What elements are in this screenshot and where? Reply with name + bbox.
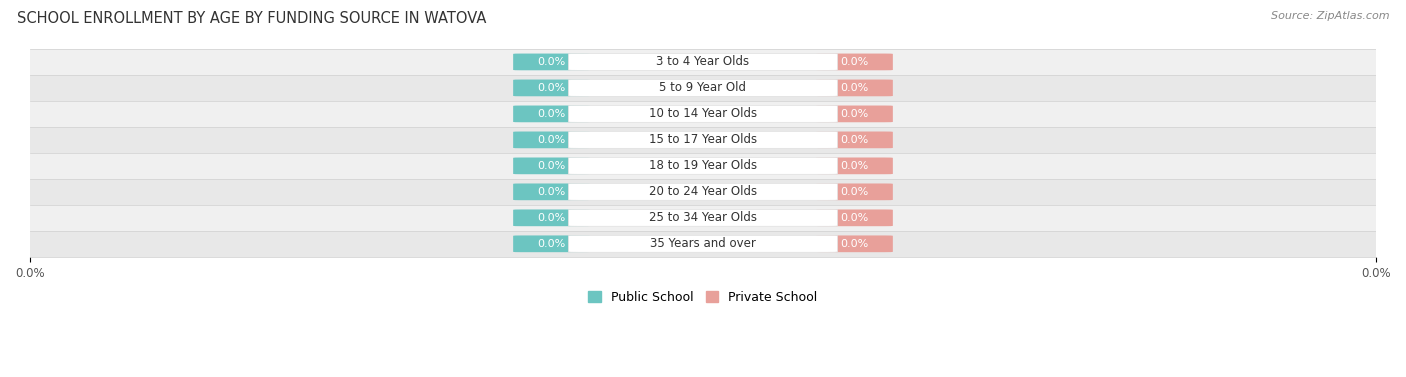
Text: 0.0%: 0.0% xyxy=(537,239,565,249)
FancyBboxPatch shape xyxy=(513,54,591,70)
Text: 5 to 9 Year Old: 5 to 9 Year Old xyxy=(659,81,747,94)
Text: 0.0%: 0.0% xyxy=(537,187,565,197)
Bar xyxy=(30,231,1376,257)
Text: 0.0%: 0.0% xyxy=(841,109,869,119)
FancyBboxPatch shape xyxy=(815,106,893,122)
FancyBboxPatch shape xyxy=(815,80,893,96)
FancyBboxPatch shape xyxy=(568,132,838,148)
FancyBboxPatch shape xyxy=(568,183,838,200)
Text: SCHOOL ENROLLMENT BY AGE BY FUNDING SOURCE IN WATOVA: SCHOOL ENROLLMENT BY AGE BY FUNDING SOUR… xyxy=(17,11,486,26)
Text: 25 to 34 Year Olds: 25 to 34 Year Olds xyxy=(650,211,756,224)
FancyBboxPatch shape xyxy=(513,80,591,96)
Bar xyxy=(30,127,1376,153)
Text: 0.0%: 0.0% xyxy=(537,161,565,171)
FancyBboxPatch shape xyxy=(513,132,591,148)
Legend: Public School, Private School: Public School, Private School xyxy=(583,286,823,309)
Text: 15 to 17 Year Olds: 15 to 17 Year Olds xyxy=(650,133,756,146)
FancyBboxPatch shape xyxy=(815,236,893,252)
FancyBboxPatch shape xyxy=(568,209,838,226)
Text: 0.0%: 0.0% xyxy=(841,213,869,223)
Text: 0.0%: 0.0% xyxy=(841,239,869,249)
FancyBboxPatch shape xyxy=(568,158,838,174)
Text: 0.0%: 0.0% xyxy=(537,83,565,93)
Text: Source: ZipAtlas.com: Source: ZipAtlas.com xyxy=(1271,11,1389,21)
Bar xyxy=(30,101,1376,127)
FancyBboxPatch shape xyxy=(568,80,838,97)
Text: 35 Years and over: 35 Years and over xyxy=(650,237,756,250)
Text: 10 to 14 Year Olds: 10 to 14 Year Olds xyxy=(650,107,756,120)
FancyBboxPatch shape xyxy=(815,54,893,70)
Text: 0.0%: 0.0% xyxy=(841,161,869,171)
Text: 0.0%: 0.0% xyxy=(537,109,565,119)
FancyBboxPatch shape xyxy=(513,184,591,200)
Text: 0.0%: 0.0% xyxy=(841,83,869,93)
Text: 0.0%: 0.0% xyxy=(537,213,565,223)
Bar xyxy=(30,153,1376,179)
Text: 0.0%: 0.0% xyxy=(841,57,869,67)
FancyBboxPatch shape xyxy=(568,54,838,70)
Bar xyxy=(30,205,1376,231)
Text: 0.0%: 0.0% xyxy=(537,57,565,67)
Text: 0.0%: 0.0% xyxy=(841,135,869,145)
FancyBboxPatch shape xyxy=(513,210,591,226)
FancyBboxPatch shape xyxy=(815,184,893,200)
FancyBboxPatch shape xyxy=(815,132,893,148)
Text: 20 to 24 Year Olds: 20 to 24 Year Olds xyxy=(650,185,756,198)
Bar xyxy=(30,49,1376,75)
FancyBboxPatch shape xyxy=(568,235,838,252)
Text: 3 to 4 Year Olds: 3 to 4 Year Olds xyxy=(657,55,749,68)
FancyBboxPatch shape xyxy=(513,106,591,122)
Bar xyxy=(30,75,1376,101)
FancyBboxPatch shape xyxy=(513,158,591,174)
Text: 18 to 19 Year Olds: 18 to 19 Year Olds xyxy=(650,159,756,172)
FancyBboxPatch shape xyxy=(513,236,591,252)
FancyBboxPatch shape xyxy=(568,106,838,123)
Text: 0.0%: 0.0% xyxy=(537,135,565,145)
FancyBboxPatch shape xyxy=(815,210,893,226)
Text: 0.0%: 0.0% xyxy=(841,187,869,197)
Bar xyxy=(30,179,1376,205)
FancyBboxPatch shape xyxy=(815,158,893,174)
